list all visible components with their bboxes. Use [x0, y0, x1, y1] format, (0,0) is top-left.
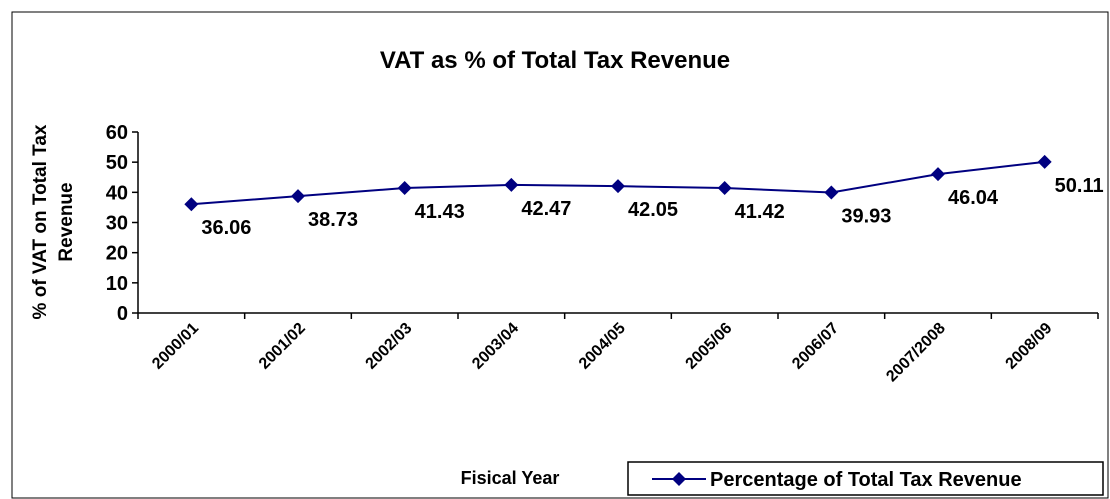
y-tick-label: 10 — [106, 273, 128, 295]
marker — [931, 167, 945, 182]
legend-box — [627, 461, 1104, 496]
data-label: 42.05 — [628, 199, 678, 221]
y-tick-label: 50 — [106, 152, 128, 174]
y-tick-label: 30 — [106, 213, 128, 235]
marker — [397, 181, 412, 196]
x-axis-label: Fisical Year — [461, 468, 560, 488]
data-label: 46.04 — [948, 187, 999, 209]
data-label: 41.42 — [735, 201, 785, 223]
marker — [717, 181, 732, 196]
marker — [611, 179, 625, 194]
data-label: 39.93 — [841, 206, 891, 228]
legend-label: Percentage of Total Tax Revenue — [710, 469, 1022, 491]
marker — [291, 189, 305, 204]
y-tick-label: 20 — [106, 243, 128, 265]
marker — [184, 197, 199, 212]
chart-title: VAT as % of Total Tax Revenue — [380, 47, 730, 74]
chart-border — [11, 11, 1109, 499]
marker — [1037, 154, 1052, 169]
data-label: 41.43 — [415, 201, 465, 223]
marker — [504, 177, 519, 192]
legend-marker — [672, 472, 686, 486]
y-tick-label: 0 — [117, 303, 128, 325]
data-label: 36.06 — [201, 217, 251, 239]
data-label: 50.11 — [1055, 175, 1104, 197]
y-tick-label: 40 — [106, 182, 128, 204]
data-label: 38.73 — [308, 209, 358, 231]
y-axis-label: % of VAT on Total Tax — [30, 124, 51, 319]
y-tick-label: 60 — [106, 122, 128, 144]
marker — [824, 185, 839, 200]
y-axis-label: Revenue — [56, 182, 77, 261]
data-label: 42.47 — [521, 198, 571, 220]
